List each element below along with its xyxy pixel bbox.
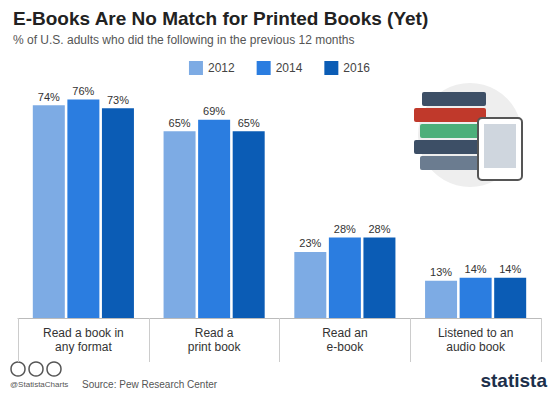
svg-text:23%: 23% xyxy=(299,237,321,249)
svg-text:% of U.S. adults who did the f: % of U.S. adults who did the following i… xyxy=(13,33,355,47)
svg-text:print book: print book xyxy=(188,340,242,354)
svg-text:statista: statista xyxy=(480,370,547,391)
svg-text:Read an: Read an xyxy=(322,326,367,340)
svg-text:14%: 14% xyxy=(465,263,487,275)
svg-text:audio book: audio book xyxy=(446,340,506,354)
svg-text:65%: 65% xyxy=(169,117,191,129)
svg-text:65%: 65% xyxy=(238,117,260,129)
svg-text:2016: 2016 xyxy=(343,61,370,75)
svg-text:73%: 73% xyxy=(107,94,129,106)
svg-text:69%: 69% xyxy=(203,105,225,117)
svg-text:Read a: Read a xyxy=(195,326,234,340)
svg-text:28%: 28% xyxy=(368,223,390,235)
svg-text:14%: 14% xyxy=(499,263,521,275)
svg-text:28%: 28% xyxy=(334,223,356,235)
svg-text:Listened to an: Listened to an xyxy=(438,326,513,340)
svg-text:any format: any format xyxy=(55,340,112,354)
svg-text:2014: 2014 xyxy=(276,61,303,75)
svg-text:e-book: e-book xyxy=(327,340,365,354)
svg-text:74%: 74% xyxy=(38,91,60,103)
svg-text:76%: 76% xyxy=(72,85,94,97)
svg-text:@StatistaCharts: @StatistaCharts xyxy=(10,380,68,389)
svg-text:13%: 13% xyxy=(430,266,452,278)
svg-text:2012: 2012 xyxy=(208,61,235,75)
svg-text:Source: Pew Research Center: Source: Pew Research Center xyxy=(82,379,218,390)
svg-text:E-Books Are No Match for Print: E-Books Are No Match for Printed Books (… xyxy=(13,8,428,29)
svg-text:Read a book in: Read a book in xyxy=(43,326,124,340)
